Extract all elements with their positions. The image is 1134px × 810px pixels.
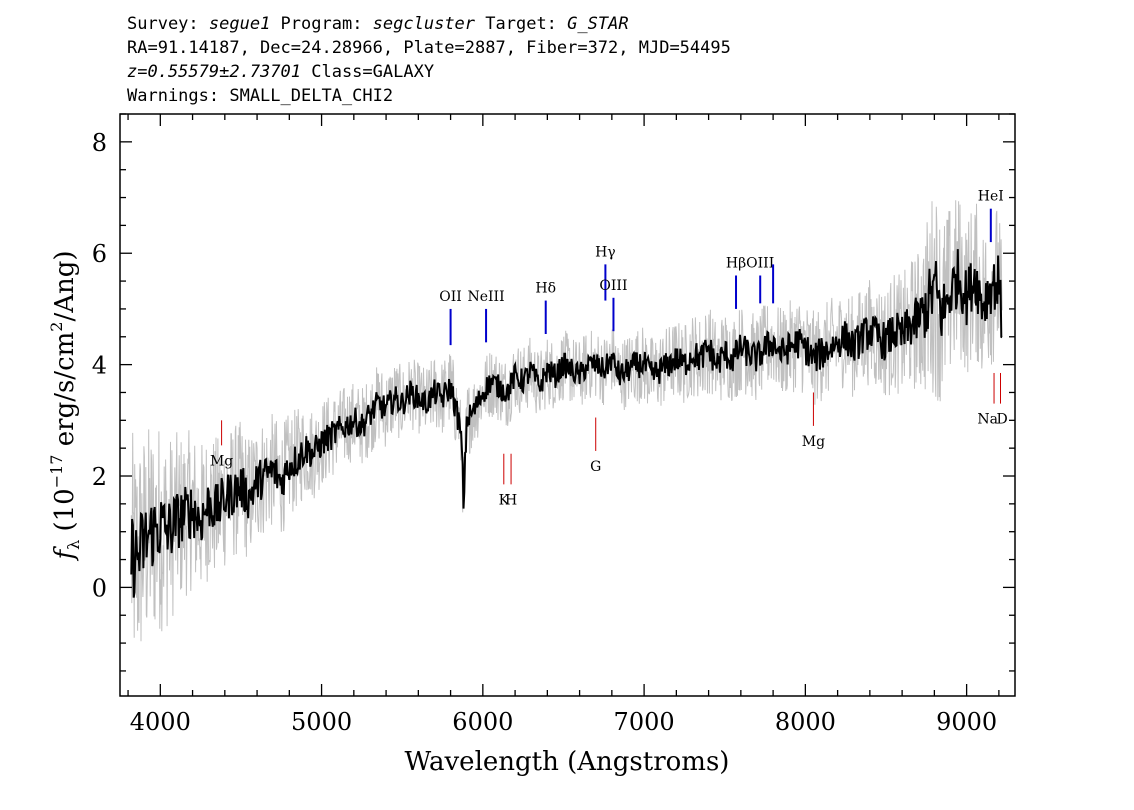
- header-block: Survey: segue1 Program: segcluster Targe…: [127, 14, 731, 106]
- emission-line-label-5: Hβ: [726, 256, 746, 272]
- header-line-1: Survey: segue1 Program: segcluster Targe…: [127, 14, 629, 34]
- absorption-line-label-1: K: [499, 492, 510, 508]
- y-axis-label-exp1: −17: [47, 455, 66, 489]
- x-tick-label: 9000: [936, 708, 997, 736]
- absorption-line-label-6: D: [996, 412, 1007, 428]
- header-survey-value: segue1: [209, 14, 270, 34]
- absorption-line-label-2: H: [505, 492, 517, 508]
- emission-line-label-4: OIII: [599, 278, 627, 294]
- header-line-2: RA=91.14187, Dec=24.28966, Plate=2887, F…: [127, 38, 731, 58]
- header-redshift: z=0.55579±2.73701: [127, 62, 301, 82]
- emission-line-label-2: Hδ: [535, 281, 556, 297]
- absorption-line-label-4: Mg: [802, 434, 825, 450]
- x-tick-label: 5000: [291, 708, 352, 736]
- y-tick-label: 0: [92, 574, 107, 602]
- x-axis-label: Wavelength (Angstroms): [405, 747, 730, 777]
- absorption-line-label-5: Na: [977, 412, 998, 428]
- y-tick-label: 6: [92, 240, 107, 268]
- emission-line-label-1: NeIII: [467, 289, 504, 305]
- axes: 4000 5000 6000 7000 8000 9000 0 2 4 6 8: [92, 113, 1015, 736]
- emission-line-label-3: Hγ: [595, 244, 616, 260]
- x-tick-label: 4000: [130, 708, 191, 736]
- header-survey-label: Survey:: [127, 14, 209, 34]
- y-axis-label: fλ (10−17 erg/s/cm2/Ang): [47, 250, 83, 561]
- plot-frame: [119, 113, 1016, 697]
- header-class: Class=GALAXY: [301, 62, 434, 82]
- header-target-value: G_STAR: [567, 14, 628, 34]
- y-tick-label: 2: [92, 463, 107, 491]
- x-tick-label: 8000: [775, 708, 836, 736]
- header-program-value: segcluster: [373, 14, 476, 34]
- emission-line-label-8: HeI: [978, 189, 1004, 205]
- x-tick-label: 7000: [614, 708, 675, 736]
- absorption-line-label-3: G: [590, 459, 601, 475]
- header-line-3: z=0.55579±2.73701 Class=GALAXY: [127, 62, 434, 82]
- emission-line-label-0: OII: [439, 289, 462, 305]
- y-axis-label-exp2: 2: [47, 322, 66, 332]
- header-line-4: Warnings: SMALL_DELTA_CHI2: [127, 86, 393, 106]
- y-axis-label-a: (10: [50, 488, 80, 540]
- plot-clip-group: [130, 200, 1003, 642]
- emission-line-label-6: OIII: [746, 256, 774, 272]
- absorption-line-label-0: Mg: [210, 453, 233, 469]
- y-axis-label-c: /Ang): [50, 250, 80, 321]
- flux-series: [130, 249, 1003, 598]
- header-program-label: Program:: [270, 14, 372, 34]
- error-series: [130, 200, 1003, 642]
- y-axis-label-b: erg/s/cm: [50, 332, 80, 455]
- header-target-label: Target:: [475, 14, 567, 34]
- x-tick-label: 6000: [452, 708, 513, 736]
- y-axis-label-lambda: λ: [64, 540, 83, 550]
- y-tick-label: 4: [92, 352, 107, 380]
- y-tick-label: 8: [92, 129, 107, 157]
